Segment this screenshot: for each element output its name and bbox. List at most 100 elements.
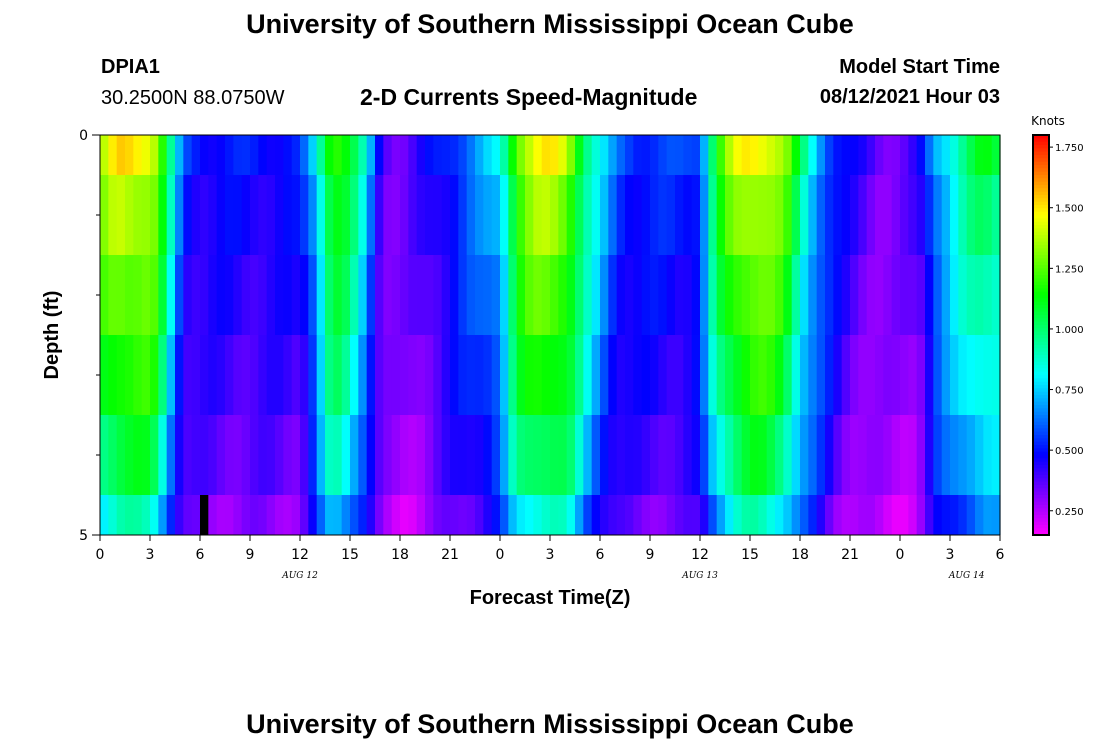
heatmap-cell bbox=[450, 175, 459, 255]
heatmap-cell bbox=[408, 495, 418, 535]
heatmap-cell bbox=[733, 495, 743, 535]
heatmap-cell bbox=[475, 135, 484, 175]
heatmap-cell bbox=[141, 255, 151, 335]
heatmap-cell bbox=[183, 415, 193, 495]
heatmap-cell bbox=[225, 335, 234, 415]
heatmap-cell bbox=[266, 135, 276, 175]
heatmap-cell bbox=[425, 335, 434, 415]
heatmap-cell bbox=[891, 335, 901, 415]
heatmap-cell bbox=[400, 495, 409, 535]
heatmap-cell bbox=[800, 135, 809, 175]
heatmap-cell bbox=[833, 415, 843, 495]
heatmap-cell bbox=[141, 175, 151, 255]
heatmap-cell bbox=[191, 335, 201, 415]
heatmap-cell bbox=[900, 175, 909, 255]
colorbar-segment bbox=[1033, 395, 1049, 399]
heatmap-cell bbox=[700, 255, 709, 335]
heatmap-cell bbox=[216, 335, 226, 415]
heatmap-cell bbox=[133, 495, 143, 535]
heatmap-cell bbox=[816, 495, 826, 535]
heatmap-cell bbox=[441, 335, 451, 415]
heatmap-cell bbox=[183, 335, 193, 415]
heatmap-cell bbox=[975, 175, 984, 255]
heatmap-cell bbox=[150, 255, 159, 335]
x-axis-label: Forecast Time(Z) bbox=[470, 587, 631, 609]
heatmap-cell bbox=[900, 335, 909, 415]
heatmap-cell bbox=[675, 495, 684, 535]
colorbar-segment bbox=[1033, 401, 1049, 406]
heatmap-cell bbox=[175, 495, 184, 535]
heatmap-cell bbox=[750, 415, 759, 495]
heatmap-cell bbox=[891, 495, 901, 535]
heatmap-cell bbox=[858, 175, 868, 255]
colorbar-segment bbox=[1033, 425, 1049, 429]
heatmap-cell bbox=[808, 135, 818, 175]
heatmap-cell bbox=[308, 415, 318, 495]
heatmap-cell bbox=[533, 415, 543, 495]
heatmap-cell bbox=[950, 175, 959, 255]
heatmap-cell bbox=[450, 335, 459, 415]
heatmap-cell bbox=[291, 255, 301, 335]
colorbar-segment bbox=[1033, 218, 1049, 223]
colorbar-segment bbox=[1033, 175, 1049, 179]
heatmap-cell bbox=[325, 175, 334, 255]
heatmap-cell bbox=[208, 255, 218, 335]
colorbar-segment bbox=[1033, 368, 1049, 373]
heatmap-cell bbox=[925, 495, 934, 535]
heatmap-cell bbox=[258, 335, 268, 415]
heatmap-cell bbox=[908, 495, 918, 535]
heatmap-cell bbox=[250, 255, 259, 335]
heatmap-cell bbox=[750, 135, 759, 175]
heatmap-cell bbox=[675, 135, 684, 175]
colorbar-segment bbox=[1033, 231, 1049, 236]
heatmap-cell bbox=[691, 495, 701, 535]
heatmap-cell bbox=[150, 415, 159, 495]
heatmap-cell bbox=[300, 495, 309, 535]
heatmap-cell bbox=[450, 415, 459, 495]
heatmap-cell bbox=[683, 175, 693, 255]
heatmap-cell bbox=[283, 255, 293, 335]
colorbar-segment bbox=[1033, 405, 1049, 409]
heatmap-cell bbox=[208, 415, 218, 495]
colorbar-segment bbox=[1033, 255, 1049, 259]
heatmap-cell bbox=[125, 135, 134, 175]
heatmap-cell bbox=[233, 495, 243, 535]
y-tick-label: 5 bbox=[79, 528, 88, 544]
heatmap-cell bbox=[250, 415, 259, 495]
heatmap-cell bbox=[983, 135, 993, 175]
heatmap-cell bbox=[658, 255, 668, 335]
heatmap-cell bbox=[750, 495, 759, 535]
heatmap-cell bbox=[466, 255, 476, 335]
colorbar-segment bbox=[1033, 431, 1049, 436]
heatmap-cell bbox=[566, 415, 576, 495]
heatmap-cell bbox=[833, 135, 843, 175]
heatmap-cell bbox=[225, 495, 234, 535]
heatmap-cell bbox=[433, 415, 443, 495]
heatmap-cell bbox=[341, 255, 351, 335]
colorbar-segment bbox=[1033, 471, 1049, 476]
heatmap-cell bbox=[366, 495, 376, 535]
heatmap-cell bbox=[416, 415, 426, 495]
heatmap-cell bbox=[825, 335, 834, 415]
heatmap-cell bbox=[600, 175, 609, 255]
colorbar-segment bbox=[1033, 161, 1049, 166]
heatmap-cell bbox=[716, 415, 726, 495]
heatmap-cell bbox=[575, 175, 584, 255]
heatmap-cell bbox=[358, 335, 368, 415]
heatmap-cell bbox=[600, 135, 609, 175]
heatmap-cell bbox=[675, 175, 684, 255]
heatmap-cell bbox=[258, 135, 268, 175]
heatmap-cell bbox=[908, 135, 918, 175]
heatmap-cell bbox=[691, 135, 701, 175]
y-axis-label: Depth (ft) bbox=[41, 291, 63, 380]
heatmap-cell bbox=[825, 175, 834, 255]
heatmap-cell bbox=[866, 415, 876, 495]
heatmap-cell bbox=[308, 335, 318, 415]
heatmap-cell bbox=[716, 175, 726, 255]
heatmap-cell bbox=[708, 175, 718, 255]
heatmap-cell bbox=[400, 335, 409, 415]
heatmap-cell bbox=[808, 175, 818, 255]
heatmap-cell bbox=[666, 335, 676, 415]
colorbar-segment bbox=[1033, 228, 1049, 233]
heatmap-cell bbox=[858, 495, 868, 535]
